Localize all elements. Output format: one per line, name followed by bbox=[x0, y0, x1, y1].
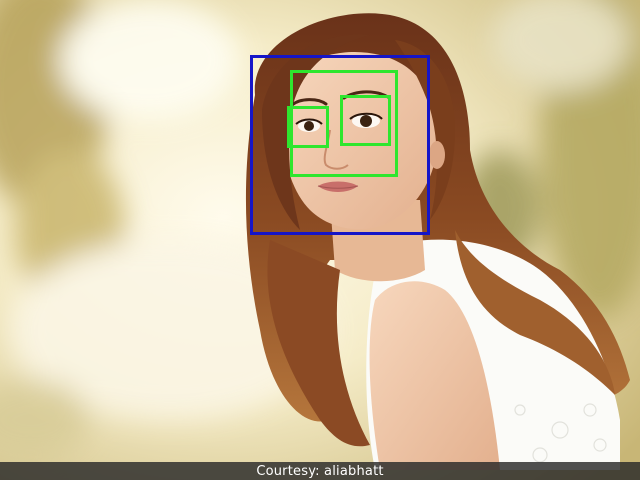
caption-bar: Courtesy: aliabhatt bbox=[0, 462, 640, 480]
face-detection-box bbox=[250, 55, 430, 235]
right-eye-detection-box bbox=[340, 95, 391, 146]
caption-text: Courtesy: aliabhatt bbox=[256, 463, 384, 479]
left-eye-detection-box bbox=[287, 106, 329, 148]
eye-region-detection-box bbox=[290, 70, 398, 177]
